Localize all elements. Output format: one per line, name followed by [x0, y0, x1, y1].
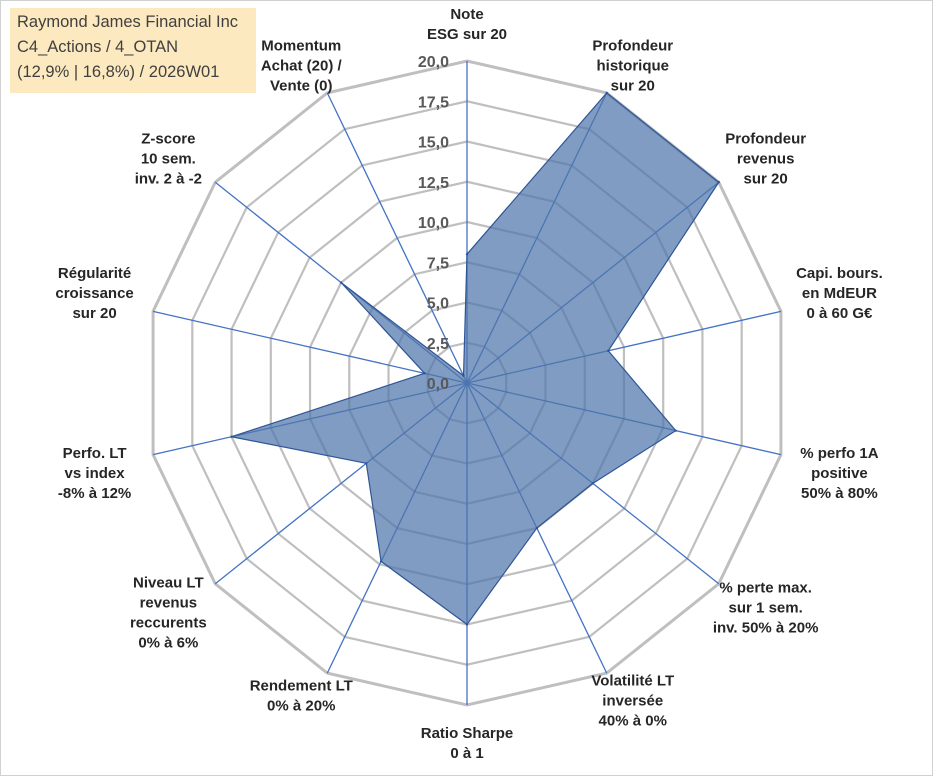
series-point [462, 374, 465, 377]
series-area [230, 92, 720, 626]
axis-spoke [152, 310, 468, 384]
axis-label: Régularité croissance sur 20 [55, 265, 133, 322]
axis-label: Capi. bours. en MdEUR 0 à 60 G€ [796, 265, 883, 322]
axis-label: % perfo 1A positive 50% à 80% [800, 445, 879, 502]
tick-label: 2,5 [427, 336, 449, 353]
series-point [365, 462, 368, 465]
series-point [607, 349, 610, 352]
series-point [230, 435, 233, 438]
tick-label: 10,0 [418, 215, 449, 232]
chart-subtitle-category: C4_Actions / 4_OTAN [17, 38, 179, 56]
series-point [465, 253, 469, 256]
axis-label: Perfo. LT vs index -8% à 12% [58, 445, 131, 502]
axis-label: % perte max. sur 1 sem. inv. 50% à 20% [713, 579, 819, 636]
axis-label: Niveau LT revenus reccurents 0% à 6% [130, 574, 207, 651]
tick-label: 20,0 [418, 54, 449, 71]
axis-label: Volatilité LT inversée 40% à 0% [591, 673, 674, 730]
axis-label: Profondeur revenus sur 20 [725, 131, 806, 188]
tick-label: 15,0 [418, 135, 449, 152]
tick-label: 0,0 [427, 376, 449, 393]
axis-label: Rendement LT 0% à 20% [250, 678, 353, 715]
series-point [379, 560, 383, 563]
chart-subtitle-stats: (12,9% | 16,8%) / 2026W01 [17, 63, 220, 81]
series-point [674, 429, 677, 432]
series-point [605, 91, 608, 95]
series-point [339, 281, 343, 284]
series-point [535, 526, 539, 530]
radar-axis-labels: Note ESG sur 20 Profondeur historique sur 20… [55, 6, 882, 762]
series-point [591, 482, 595, 485]
series-point [465, 623, 469, 626]
tick-label: 5,0 [427, 296, 449, 313]
tick-label: 7,5 [427, 255, 449, 272]
axis-label: Momentum Achat (20) / Vente (0) [261, 37, 343, 94]
radar-tick-labels: 0,0 2,5 5,0 7,5 10,0 12,5 15,0 17,5 20,0 [418, 54, 449, 393]
series-point [423, 372, 426, 375]
chart-title: Raymond James Financial Inc [17, 13, 239, 31]
series-point [717, 181, 720, 184]
axis-spoke [326, 92, 468, 384]
axis-label: Ratio Sharpe 0 à 1 [421, 725, 514, 762]
chart-title-box: Raymond James Financial Inc C4_Actions /… [10, 8, 256, 93]
axis-label: Profondeur historique sur 20 [592, 37, 673, 94]
tick-label: 17,5 [418, 94, 449, 111]
axis-label: Z-score 10 sem. inv. 2 à -2 [135, 131, 202, 188]
radar-series [230, 91, 720, 626]
tick-label: 12,5 [418, 175, 449, 192]
axis-label: Note ESG sur 20 [427, 6, 507, 43]
